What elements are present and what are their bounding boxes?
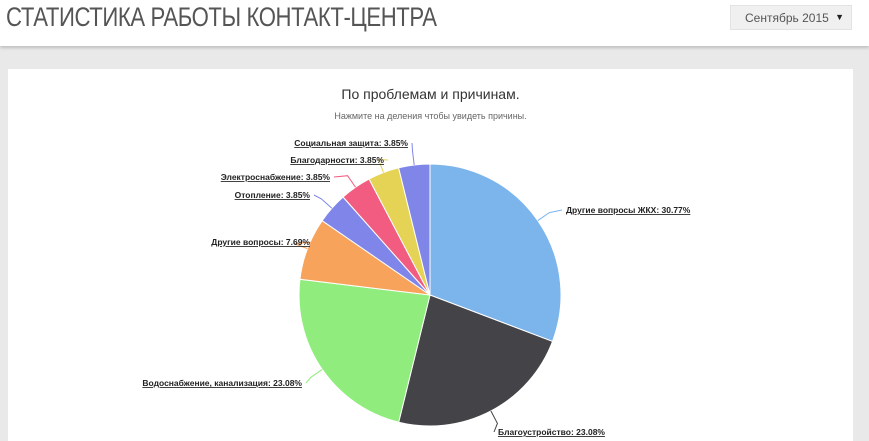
slice-label[interactable]: Социальная защита: 3.85% xyxy=(294,138,408,148)
slice-label[interactable]: Другие вопросы: 7.69% xyxy=(211,237,310,247)
chart-subtitle: Нажмите на деления чтобы увидеть причины… xyxy=(334,111,527,121)
pie-chart: Другие вопросы ЖКХ: 30.77% Благоустройств… xyxy=(142,138,691,437)
slice-label[interactable]: Благодарности: 3.85% xyxy=(290,155,384,165)
pie-slice[interactable] xyxy=(429,163,562,343)
label-connector xyxy=(537,209,563,221)
label-connector xyxy=(333,175,356,188)
slice-label[interactable]: Благоустройство: 23.08% xyxy=(498,427,605,437)
slice-label[interactable]: Водоснабжение, канализация: 23.08% xyxy=(142,378,302,388)
triangle-down-icon: ▼ xyxy=(835,12,844,22)
slice-label[interactable]: Отопление: 3.85% xyxy=(235,190,311,200)
top-bar: СТАТИСТИКА РАБОТЫ КОНТАКТ-ЦЕНТРА Сентябр… xyxy=(0,0,869,46)
label-connector xyxy=(377,158,389,173)
slice-label[interactable]: Электроснабжение: 3.85% xyxy=(221,172,331,182)
chart-panel: По проблемам и причинам. Нажмите на деле… xyxy=(8,69,853,441)
page-title: СТАТИСТИКА РАБОТЫ КОНТАКТ-ЦЕНТРА xyxy=(6,2,437,32)
period-select[interactable]: Сентябрь 2015 ▼ xyxy=(730,5,852,30)
label-connector xyxy=(305,369,323,384)
label-connector xyxy=(313,194,333,209)
slice-label[interactable]: Другие вопросы ЖКХ: 30.77% xyxy=(566,205,691,215)
label-connector xyxy=(411,142,415,166)
chart-title: По проблемам и причинам. xyxy=(341,86,520,102)
pie-slice[interactable] xyxy=(298,278,431,423)
label-connector xyxy=(294,241,315,250)
period-select-value: Сентябрь 2015 xyxy=(745,11,829,25)
label-connector xyxy=(490,410,498,433)
